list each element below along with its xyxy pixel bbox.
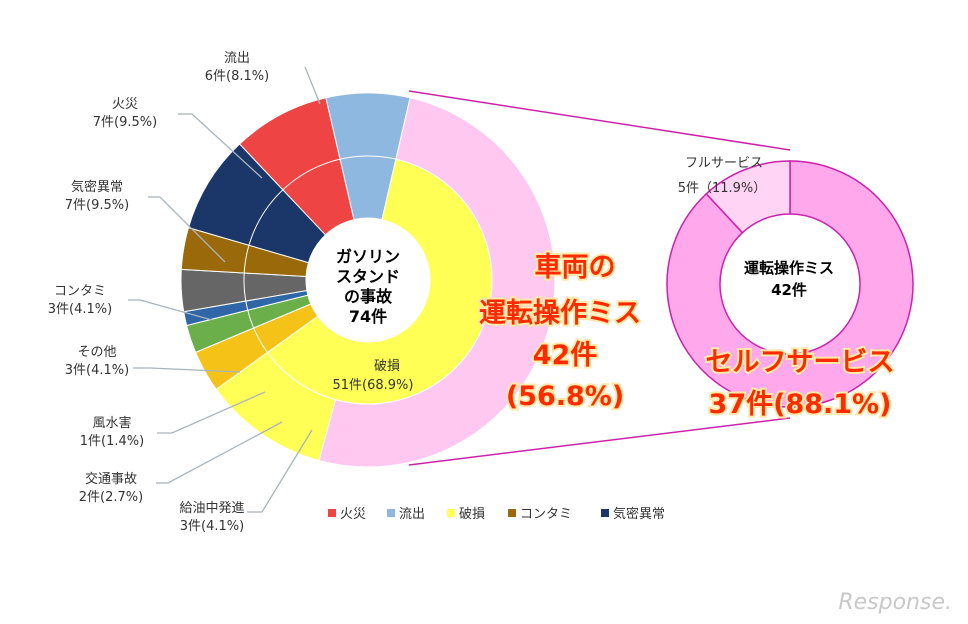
callout-left-line-3: 42件 [533, 340, 598, 371]
label-storm-pct: (1.4%) [101, 434, 144, 449]
label-contam-count: 3件 [48, 302, 69, 317]
leader-leak [148, 196, 226, 263]
svg-text:2件(2.7%): 2件(2.7%) [79, 490, 143, 505]
label-storm-count: 1件 [80, 434, 101, 449]
right-center-line-2: 42件 [771, 281, 807, 299]
label-leak: 気密異常 7件(9.5%) [65, 179, 129, 213]
response-watermark: Response. [838, 590, 952, 615]
callout-left-line-1: 車両の [535, 252, 616, 283]
label-storm: 風水害 1件(1.4%) [80, 415, 144, 449]
label-refuel-name: 給油中発進 [179, 501, 244, 516]
center-line-1: ガソリン [336, 247, 400, 266]
ring-separator [243, 155, 493, 405]
connector-top [408, 90, 791, 151]
driving-error-donut [666, 160, 914, 408]
accident-donut [180, 92, 556, 468]
center-line-2: スタンド [336, 267, 400, 286]
svg-text:7件(9.5%): 7件(9.5%) [93, 115, 157, 130]
label-traffic-count: 2件 [79, 490, 100, 505]
label-outflow: 流出 6件(8.1%) [205, 51, 269, 84]
label-refuel-count: 3件 [180, 519, 201, 534]
callout-right: セルフサービス 37件(88.1%) [704, 345, 897, 422]
label-fire-name: 火災 [112, 97, 138, 112]
legend-swatch-damage [447, 509, 455, 517]
label-refuel: 給油中発進 3件(4.1%) [179, 501, 244, 534]
callout-right-line-2: 37件(88.1%) [709, 389, 892, 420]
legend: 火災 流出 破損 コンタミ 気密異常 [328, 506, 665, 522]
label-traffic: 交通事故 2件(2.7%) [79, 471, 143, 505]
leader-traffic [156, 421, 283, 484]
slice-leak [187, 143, 327, 264]
label-refuel-pct: (4.1%) [201, 519, 244, 534]
legend-item-outflow: 流出 [387, 507, 425, 522]
label-outflow-count: 6件 [205, 69, 226, 84]
label-fire-count: 7件 [93, 115, 114, 130]
label-leak-count: 7件 [65, 198, 86, 213]
label-fire: 火災 7件(9.5%) [93, 97, 157, 130]
legend-item-leak: 気密異常 [601, 506, 665, 522]
slice-full [705, 160, 791, 234]
leader-other [133, 367, 241, 373]
main-center-label: ガソリン スタンド の事故 74件 [336, 247, 400, 326]
label-traffic-pct: (2.7%) [100, 490, 143, 505]
label-leak-name: 気密異常 [71, 179, 123, 195]
label-traffic-name: 交通事故 [85, 471, 137, 487]
label-other-name: その他 [77, 345, 116, 360]
label-leak-pct: (9.5%) [86, 198, 129, 213]
leader-contam [128, 299, 213, 321]
label-other-count: 3件 [65, 363, 86, 378]
label-contam-name: コンタミ [54, 284, 106, 299]
svg-text:3件(4.1%): 3件(4.1%) [48, 302, 112, 317]
label-contam-pct: (4.1%) [69, 302, 112, 317]
label-outflow-pct: (8.1%) [226, 69, 269, 84]
full-service-value: 5件（11.9%） [678, 181, 767, 196]
callout-left-line-4: (56.8%) [506, 381, 624, 412]
leader-lines [128, 66, 321, 513]
legend-label-outflow: 流出 [399, 507, 425, 522]
legend-swatch-contam [508, 509, 516, 517]
label-other: その他 3件(4.1%) [65, 345, 129, 378]
legend-label-contam: コンタミ [520, 507, 572, 522]
legend-item-fire: 火災 [328, 507, 366, 522]
legend-swatch-fire [328, 509, 336, 517]
label-outflow-name: 流出 [224, 51, 250, 66]
legend-item-contam: コンタミ [508, 507, 572, 522]
svg-text:1件(1.4%): 1件(1.4%) [80, 434, 144, 449]
legend-label-fire: 火災 [340, 507, 366, 522]
legend-label-leak: 気密異常 [613, 506, 665, 522]
damage-inner-value: 51件(68.9%) [333, 378, 414, 393]
svg-text:3件(4.1%): 3件(4.1%) [180, 519, 244, 534]
callout-left: 車両の 運転操作ミス 42件 (56.8%) [477, 250, 643, 414]
svg-text:3件(4.1%): 3件(4.1%) [65, 363, 129, 378]
full-service-name: フルサービス [685, 156, 763, 171]
label-other-pct: (4.1%) [86, 363, 129, 378]
leader-outflow [304, 66, 321, 105]
label-storm-name: 風水害 [92, 415, 131, 431]
callout-right-line-1: セルフサービス [706, 347, 895, 378]
legend-swatch-leak [601, 509, 609, 517]
center-line-3: の事故 [344, 287, 393, 306]
slice-self [666, 160, 914, 408]
legend-label-damage: 破損 [459, 507, 485, 522]
right-center-line-1: 運転操作ミス [744, 259, 834, 277]
damage-inner-name: 破損 [374, 359, 400, 374]
leader-refuel [247, 429, 313, 513]
leader-storm [157, 391, 266, 434]
leader-fire [178, 113, 263, 179]
label-fire-pct: (9.5%) [114, 115, 157, 130]
legend-item-damage: 破損 [447, 507, 485, 522]
svg-text:7件(9.5%): 7件(9.5%) [65, 198, 129, 213]
callout-left-line-2: 運転操作ミス [479, 298, 641, 329]
connector-bottom [408, 417, 791, 466]
legend-swatch-outflow [387, 509, 395, 517]
label-contam: コンタミ 3件(4.1%) [48, 284, 112, 317]
center-line-4: 74件 [349, 307, 387, 326]
svg-text:6件(8.1%): 6件(8.1%) [205, 69, 269, 84]
